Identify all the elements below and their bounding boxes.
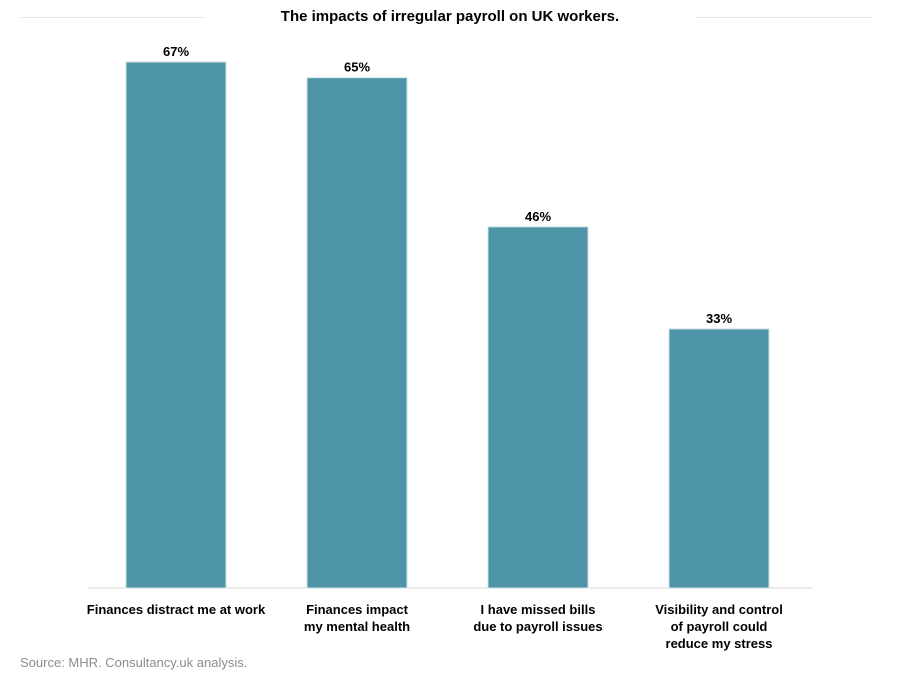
bar-1	[125, 61, 227, 589]
data-label-3: 46%	[525, 209, 551, 224]
source-note: Source: MHR. Consultancy.uk analysis.	[20, 655, 248, 670]
title-rule-right	[696, 17, 871, 18]
category-label-1: Finances distract me at work	[87, 602, 266, 617]
category-label-3: I have missed bills due to payroll issues	[473, 602, 602, 634]
data-label-4: 33%	[706, 311, 732, 326]
category-label-4: Visibility and control of payroll could re…	[655, 602, 783, 651]
bar-4	[668, 328, 770, 589]
category-label-2: Finances impact my mental health	[304, 602, 410, 634]
chart-title: The impacts of irregular payroll on UK w…	[280, 8, 620, 25]
title-rule-left	[20, 17, 205, 18]
bar-3	[487, 226, 589, 589]
data-label-2: 65%	[344, 60, 370, 75]
data-label-1: 67%	[163, 44, 189, 59]
bar-2	[306, 77, 408, 589]
